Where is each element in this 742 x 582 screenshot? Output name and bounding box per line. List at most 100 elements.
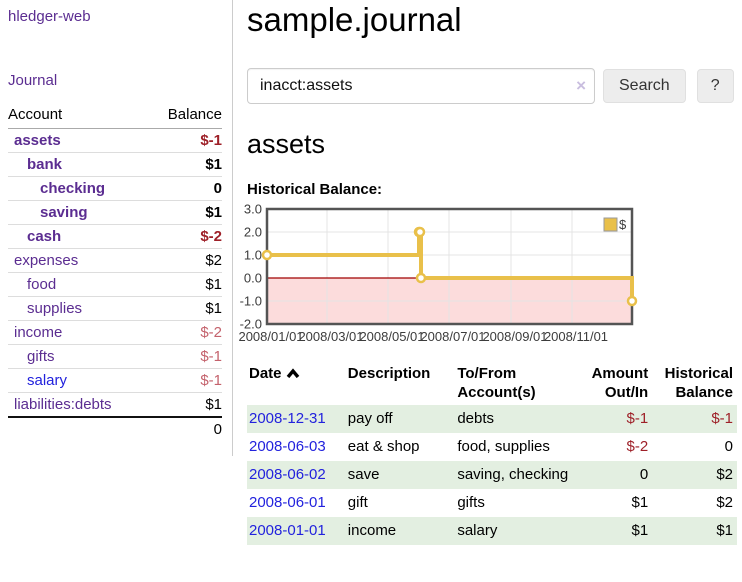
y-tick-label: 3.0 bbox=[244, 202, 262, 217]
account-link[interactable]: food bbox=[27, 276, 57, 293]
accounts-table: Account Balance assets $-1 bank $1 checking 0… bbox=[8, 103, 222, 441]
account-balance: $-1 bbox=[148, 128, 222, 153]
transaction-date-link[interactable]: 2008-06-02 bbox=[249, 466, 326, 483]
x-tick-label: 2008/01/01 bbox=[238, 329, 303, 344]
column-header-amount-out-in: Amount Out/In bbox=[591, 365, 649, 401]
account-row: assets $-1 bbox=[8, 128, 222, 153]
transaction-amount: 0 bbox=[639, 466, 649, 483]
transaction-accounts: salary bbox=[457, 522, 498, 539]
transaction-description: save bbox=[347, 466, 380, 483]
account-balance: $1 bbox=[148, 296, 222, 321]
transaction-balance: 0 bbox=[724, 438, 733, 455]
y-tick-label: -1.0 bbox=[240, 294, 262, 309]
transaction-amount: $-1 bbox=[626, 410, 649, 427]
account-link[interactable]: saving bbox=[40, 204, 88, 221]
account-row: bank $1 bbox=[8, 152, 222, 177]
account-row: liabilities:debts $1 bbox=[8, 392, 222, 418]
transaction-description: gift bbox=[347, 494, 368, 511]
transaction-description: pay off bbox=[347, 410, 393, 427]
data-point-marker[interactable] bbox=[414, 226, 426, 238]
plot-border bbox=[265, 207, 634, 326]
sidebar: hledger-web Journal Account Balance asse… bbox=[0, 0, 233, 456]
accounts-header-account: Account bbox=[8, 103, 149, 129]
transaction-accounts: saving, checking bbox=[457, 466, 569, 483]
main-content: sample.journal × Search ? assets Histori… bbox=[233, 0, 742, 545]
transactions-table: Date Description To/From Account(s) Amount … bbox=[247, 362, 737, 545]
historical-balance-chart[interactable]: 3.0 2.0 1.0 0.0 -1.0 -2.02008/01/012008/03/01… bbox=[238, 202, 721, 349]
search-button[interactable]: Search bbox=[603, 69, 686, 103]
account-balance: $1 bbox=[148, 152, 222, 177]
y-tick-label: 1.0 bbox=[244, 248, 262, 263]
account-link[interactable]: bank bbox=[27, 156, 63, 173]
account-balance: $-2 bbox=[148, 224, 222, 249]
transaction-date-link[interactable]: 2008-06-03 bbox=[249, 438, 326, 455]
search-input[interactable] bbox=[247, 68, 595, 104]
y-tick-label: -2.0 bbox=[240, 317, 262, 332]
sort-asc-icon bbox=[286, 368, 299, 379]
brand-link[interactable]: hledger-web bbox=[8, 8, 91, 25]
clear-search-icon[interactable]: × bbox=[576, 76, 586, 95]
chart-title: Historical Balance: bbox=[247, 181, 383, 198]
legend-label: $ bbox=[619, 217, 627, 232]
transaction-accounts: gifts bbox=[457, 494, 485, 511]
account-row: checking 0 bbox=[8, 176, 222, 201]
account-link[interactable]: assets bbox=[14, 132, 61, 149]
transaction-description: income bbox=[347, 522, 397, 539]
account-balance: $-1 bbox=[148, 368, 222, 393]
account-balance: $1 bbox=[148, 392, 222, 418]
y-tick-label: 2.0 bbox=[244, 225, 262, 240]
transaction-date-link[interactable]: 2008-06-01 bbox=[249, 494, 326, 511]
transaction-date-link[interactable]: 2008-01-01 bbox=[249, 522, 326, 539]
account-link[interactable]: salary bbox=[27, 372, 68, 389]
account-row: income $-2 bbox=[8, 320, 222, 345]
account-row: gifts $-1 bbox=[8, 344, 222, 369]
transaction-description: eat & shop bbox=[347, 438, 420, 455]
account-link[interactable]: liabilities:debts bbox=[14, 396, 112, 413]
account-row: cash $-2 bbox=[8, 224, 222, 249]
transaction-row: 2008-06-02 save saving, checking 0 $2 bbox=[247, 461, 737, 489]
legend-swatch bbox=[603, 217, 618, 232]
account-link[interactable]: expenses bbox=[14, 252, 79, 269]
transaction-balance: $1 bbox=[716, 522, 733, 539]
account-balance: $1 bbox=[148, 200, 222, 225]
account-link[interactable]: supplies bbox=[27, 300, 83, 317]
x-tick-label: 2008/07/01 bbox=[420, 329, 485, 344]
search-form: × Search ? bbox=[247, 68, 737, 104]
transaction-row: 2008-12-31 pay off debts $-1 $-1 bbox=[247, 405, 737, 433]
column-header-to-from-account-s-: To/From Account(s) bbox=[457, 365, 536, 401]
transaction-balance: $-1 bbox=[711, 410, 733, 427]
transaction-amount: $1 bbox=[631, 522, 649, 539]
data-point-marker[interactable] bbox=[261, 249, 273, 261]
account-balance: $2 bbox=[148, 248, 222, 273]
account-balance: $1 bbox=[148, 272, 222, 297]
column-header-date[interactable]: Date bbox=[247, 362, 346, 405]
sidebar-item-journal[interactable]: Journal bbox=[8, 72, 58, 89]
transactions-header-row: Date Description To/From Account(s) Amount … bbox=[247, 362, 737, 405]
transaction-row: 2008-06-01 gift gifts $1 $2 bbox=[247, 489, 737, 517]
x-tick-label: 2008/11/01 bbox=[544, 329, 608, 344]
account-balance: 0 bbox=[148, 176, 222, 201]
help-button[interactable]: ? bbox=[696, 69, 734, 103]
transaction-row: 2008-06-03 eat & shop food, supplies $-2 0 bbox=[247, 433, 737, 461]
page-title: sample.journal bbox=[247, 1, 462, 38]
account-row: salary $-1 bbox=[8, 368, 222, 393]
account-row: supplies $1 bbox=[8, 296, 222, 321]
x-tick-label: 2008/05/01 bbox=[359, 329, 424, 344]
transaction-date-link[interactable]: 2008-12-31 bbox=[249, 410, 326, 427]
account-row: saving $1 bbox=[8, 200, 222, 225]
data-point-marker[interactable] bbox=[626, 295, 638, 307]
account-balance: $-1 bbox=[148, 344, 222, 369]
x-tick-label: 2008/03/01 bbox=[298, 329, 363, 344]
account-heading: assets bbox=[247, 129, 326, 159]
account-link[interactable]: gifts bbox=[27, 348, 55, 365]
y-tick-label: 0.0 bbox=[244, 271, 262, 286]
account-link[interactable]: income bbox=[14, 324, 63, 341]
account-link[interactable]: cash bbox=[27, 228, 62, 245]
transaction-balance: $2 bbox=[716, 466, 733, 483]
account-link[interactable]: checking bbox=[40, 180, 106, 197]
accounts-total-value: 0 bbox=[148, 416, 222, 441]
accounts-table-header: Account Balance bbox=[8, 103, 222, 129]
data-point-marker[interactable] bbox=[415, 272, 427, 284]
transaction-balance: $2 bbox=[716, 494, 733, 511]
transaction-amount: $-2 bbox=[626, 438, 649, 455]
